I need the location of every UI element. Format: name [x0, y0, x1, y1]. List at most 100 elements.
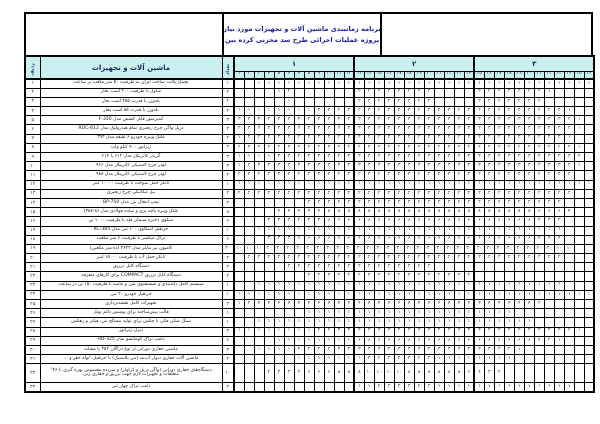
grid-cell: ۳	[413, 326, 425, 337]
grid-cell: ۱	[533, 179, 545, 190]
grid-cell: ۱	[553, 179, 565, 190]
row-number-cell: ۱۱	[24, 170, 41, 181]
quantity-cell: ۲	[221, 142, 235, 154]
grid-cell: ۲	[513, 253, 525, 264]
grid-cell: ۳	[263, 234, 275, 245]
grid-cell: ۲	[563, 326, 575, 337]
grid-cell	[523, 344, 535, 356]
machine-name-line1: تراک میکسر با ظرفیت ۶ متر مکعب	[96, 236, 166, 242]
grid-cell: ۶	[453, 335, 465, 346]
grid-cell: ۱	[303, 326, 315, 337]
grid-cell: ۲	[323, 142, 335, 154]
grid-cell: ۱	[373, 308, 385, 319]
machine-name-line1: ماشین حفاری دورانی از نوع دراگان ۳۵۲ یا …	[84, 346, 178, 352]
grid-cell: ۳	[423, 124, 435, 135]
grid-cell: ۱	[323, 225, 335, 236]
period-column-header: ۱۱	[333, 70, 345, 80]
grid-cell: ۴	[273, 207, 285, 218]
machine-name-line1: بچینگ پلانت ساخت ایران به ظرفیت ۵۰ متر م…	[73, 80, 189, 86]
row-number-cell: ۱۶	[24, 216, 41, 227]
quantity-cell: ۳۰	[221, 243, 235, 255]
grid-cell: ۶	[433, 216, 445, 227]
grid-cell	[553, 363, 565, 384]
grid-cell: ۲	[483, 96, 495, 108]
row-number-cell: ۲۴	[24, 289, 41, 301]
grid-cell	[543, 317, 555, 328]
grid-cell: ۲	[443, 253, 455, 264]
grid-cell: ۱	[233, 179, 245, 190]
grid-cell	[233, 317, 245, 328]
grid-cell: ۲	[423, 106, 435, 117]
grid-cell: ۲	[383, 142, 395, 154]
quantity-cell: ۲	[221, 197, 235, 209]
quantity-cell: ۶	[221, 234, 235, 245]
grid-cell: ۳۰	[323, 243, 335, 255]
grid-cell	[523, 271, 535, 282]
grid-cell	[483, 271, 495, 282]
grid-cell: ۳	[433, 344, 445, 356]
machine-name-line1: تجهیزات کامل نقشه‌برداری	[105, 300, 157, 306]
grid-cell: ۱	[253, 179, 265, 190]
grid-cell: ۳	[433, 124, 445, 135]
grid-cell: ۱	[243, 289, 255, 301]
grid-cell	[563, 197, 575, 209]
grid-cell	[253, 234, 265, 245]
grid-cell	[523, 354, 535, 365]
grid-cell: ۱	[553, 225, 565, 236]
grid-cell: ۲	[493, 133, 505, 144]
grid-cell: ۱	[253, 280, 265, 291]
grid-cell	[243, 96, 255, 108]
grid-cell: ۲	[363, 188, 375, 199]
grid-cell	[233, 382, 245, 393]
grid-cell: ۲	[323, 133, 335, 144]
grid-cell: ۲	[273, 142, 285, 154]
grid-cell: ۸	[513, 207, 525, 218]
grid-cell: ۱	[253, 317, 265, 328]
grid-cell: ۴	[533, 335, 545, 346]
grid-cell: ۸	[403, 207, 415, 218]
grid-cell	[273, 271, 285, 282]
grid-cell	[513, 308, 525, 319]
grid-cell: ۳	[483, 363, 495, 384]
grid-cell: ۱	[263, 344, 275, 356]
grid-cell	[563, 253, 575, 264]
grid-cell: ۳	[483, 326, 495, 337]
table-row: ۵ کمپرسور قابل کشش مدل F-350 ۳ ۳ ۳ ۳ ۳ ۳ ۳ ۳ ۳ ۳ ۳ ۳ ۳…	[24, 115, 595, 126]
grid-cell	[433, 262, 445, 273]
grid-cell	[233, 87, 245, 98]
grid-cell: ۳	[433, 326, 445, 337]
grid-cell	[463, 87, 475, 98]
grid-cell: ۸	[463, 207, 475, 218]
grid-cell: ۱	[453, 354, 465, 365]
row-number-cell: ۱۷	[24, 225, 41, 236]
grid-cell: ۲	[403, 96, 415, 108]
grid-cell: ۱	[543, 225, 555, 236]
grid-cell: ۶	[503, 216, 515, 227]
grid-cell: ۱	[503, 78, 515, 89]
grid-cell: ۱	[353, 289, 365, 301]
grid-cell: ۲	[363, 106, 375, 117]
grid-cell: ۱۰	[393, 363, 405, 384]
grid-cell: ۳	[493, 115, 505, 126]
grid-cell: ۲	[403, 106, 415, 117]
grid-cell	[343, 96, 355, 108]
grid-cell: ۲	[523, 133, 535, 144]
grid-cell: ۳	[323, 115, 335, 126]
grid-cell: ۳	[553, 151, 565, 163]
grid-cell: ۲	[483, 188, 495, 199]
grid-cell: ۴	[393, 298, 405, 310]
grid-cell: ۱۰	[553, 243, 565, 255]
row-number-cell: ۱۲	[24, 179, 41, 190]
row-number-cell: ۳۱	[24, 354, 41, 365]
grid-cell: ۱	[283, 289, 295, 301]
grid-cell: ۲	[393, 170, 405, 181]
grid-cell	[573, 317, 585, 328]
grid-cell	[263, 382, 275, 393]
grid-cell: ۳	[283, 124, 295, 135]
grid-cell	[243, 335, 255, 346]
grid-cell	[233, 225, 245, 236]
grid-cell: ۲	[373, 142, 385, 154]
grid-cell: ۲	[423, 170, 435, 181]
grid-cell: ۳	[323, 151, 335, 163]
grid-cell: ۲	[373, 271, 385, 282]
